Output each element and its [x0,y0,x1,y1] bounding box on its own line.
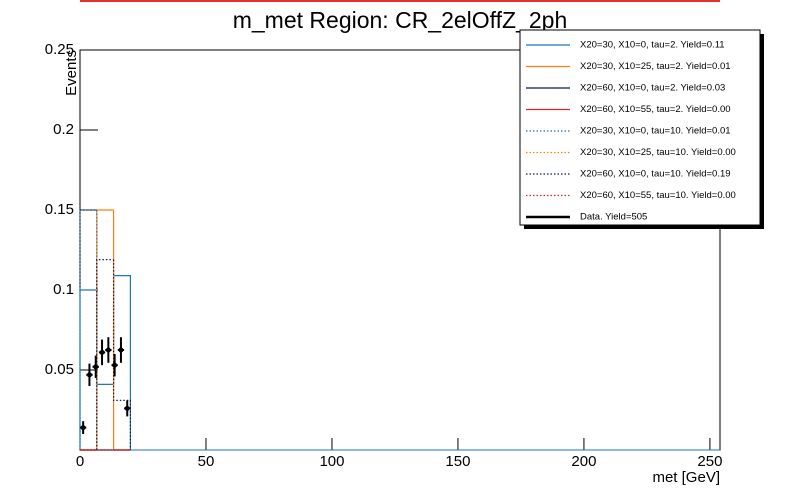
x-tick-label: 0 [76,453,84,470]
legend-label: X20=30, X10=0, tau=2. Yield=0.11 [580,40,725,51]
chart-title: m_met Region: CR_2elOffZ_2ph [233,7,568,33]
data-point [80,425,86,431]
x-axis-label: met [GeV] [652,469,720,486]
x-tick-label: 150 [445,453,470,470]
hist-step [79,209,97,450]
hist-step [96,290,114,385]
y-tick-label: 0.2 [53,121,74,138]
legend-label: X20=60, X10=55, tau=10. Yield=0.00 [580,190,736,201]
y-tick-label: 0.25 [45,41,74,58]
x-tick-label: 100 [319,453,344,470]
legend-label: X20=60, X10=0, tau=2. Yield=0.03 [580,83,725,94]
x-tick-label: 200 [571,453,596,470]
x-tick-label: 50 [198,453,215,470]
x-tick-label: 250 [697,453,722,470]
legend-label: X20=30, X10=25, tau=10. Yield=0.00 [580,147,736,158]
legend-label: X20=60, X10=55, tau=2. Yield=0.00 [580,104,731,115]
data-point [99,349,105,355]
hist-step [96,209,114,450]
y-axis-label: Events [63,50,80,96]
y-tick-label: 0.05 [45,361,74,378]
legend-label: X20=30, X10=0, tau=10. Yield=0.01 [580,126,731,137]
legend [519,29,761,226]
hist-step [96,259,114,450]
y-tick-label: 0.1 [53,281,74,298]
data-point [86,372,92,378]
y-tick-label: 0.15 [45,201,74,218]
legend-label: X20=60, X10=0, tau=10. Yield=0.19 [580,169,731,180]
hist-step [112,259,131,450]
data-point [93,364,99,370]
legend-label: Data. Yield=505 [580,212,647,223]
legend-label: X20=30, X10=25, tau=2. Yield=0.01 [580,61,731,72]
data-point [105,347,111,353]
hist-step [96,210,114,451]
data-point [124,405,130,411]
data-point [118,347,124,353]
data-point [112,362,118,368]
hist-step [112,275,131,450]
